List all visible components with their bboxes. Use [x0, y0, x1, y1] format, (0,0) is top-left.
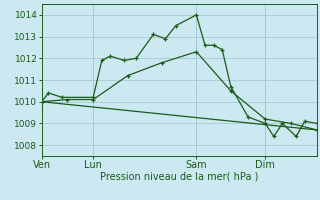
X-axis label: Pression niveau de la mer( hPa ): Pression niveau de la mer( hPa ): [100, 172, 258, 182]
